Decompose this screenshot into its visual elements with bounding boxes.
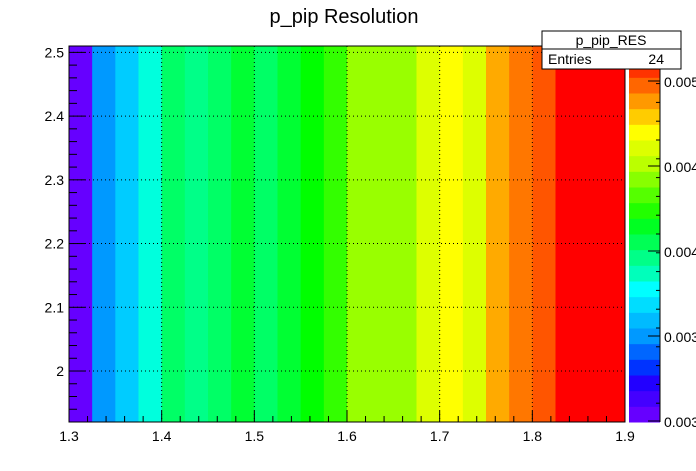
stats-box-frame bbox=[541, 30, 682, 70]
x-tick-label: 1.5 bbox=[245, 428, 265, 444]
heatmap-cell bbox=[184, 46, 209, 422]
palette-swatch bbox=[629, 281, 660, 298]
y-tick-label: 2.5 bbox=[45, 44, 65, 60]
heatmap-cell bbox=[208, 46, 232, 422]
palette-swatch bbox=[629, 359, 660, 376]
palette-swatch bbox=[629, 108, 660, 125]
heatmap-cell bbox=[439, 46, 464, 422]
grid-lines bbox=[69, 46, 625, 422]
x-tick-label: 1.7 bbox=[430, 428, 450, 444]
y-tick-label: 2.3 bbox=[45, 172, 65, 188]
heatmap-cell bbox=[555, 46, 626, 422]
heatmap-cell bbox=[462, 46, 487, 422]
x-tick-label: 1.9 bbox=[615, 428, 635, 444]
palette-swatch bbox=[629, 77, 660, 94]
heatmap-cell bbox=[323, 46, 348, 422]
stats-box-name: p_pip_RES bbox=[576, 32, 647, 48]
palette-swatch bbox=[629, 187, 660, 204]
palette-swatch bbox=[629, 234, 660, 251]
palette-swatch bbox=[629, 140, 660, 157]
palette-swatch bbox=[629, 155, 660, 172]
heatmap-cell bbox=[138, 46, 163, 422]
y-tick-label: 2 bbox=[56, 363, 64, 379]
x-tick-label: 1.8 bbox=[523, 428, 543, 444]
stats-entries-label: Entries bbox=[548, 51, 592, 67]
palette-swatch bbox=[629, 328, 660, 345]
palette-swatch bbox=[629, 312, 660, 329]
z-axis: 0.003 0.003 0.004 0.004 0.005 bbox=[648, 45, 696, 430]
palette-swatch bbox=[629, 124, 660, 141]
y-axis: 2 2.1 2.2 2.3 2.4 2.5 bbox=[45, 44, 85, 423]
heatmap-cell bbox=[532, 46, 556, 422]
y-tick-label: 2.4 bbox=[45, 108, 65, 124]
z-tick-label: 0.003 bbox=[664, 414, 696, 430]
y-tick-label: 2.2 bbox=[45, 236, 65, 252]
heatmap-cell bbox=[277, 46, 302, 422]
heatmap-cell bbox=[92, 46, 116, 422]
palette-swatch bbox=[629, 296, 660, 313]
color-palette bbox=[629, 46, 660, 423]
z-tick-label: 0.004 bbox=[664, 244, 696, 260]
heatmap-cells bbox=[69, 46, 626, 422]
palette-swatch bbox=[629, 406, 660, 423]
stats-entries-value: 24 bbox=[648, 51, 664, 67]
palette-swatch bbox=[629, 249, 660, 266]
palette-swatch bbox=[629, 390, 660, 407]
palette-swatch bbox=[629, 202, 660, 219]
z-tick-label: 0.003 bbox=[664, 329, 696, 345]
z-tick-label: 0.004 bbox=[664, 159, 696, 175]
heatmap-cell bbox=[486, 46, 510, 422]
palette-swatch bbox=[629, 343, 660, 360]
heatmap-cell bbox=[254, 46, 278, 422]
chart-title: p_pip Resolution bbox=[270, 6, 419, 28]
x-tick-label: 1.4 bbox=[152, 428, 172, 444]
heatmap-cell bbox=[416, 46, 441, 422]
x-tick-label: 1.6 bbox=[337, 428, 357, 444]
heatmap-cell bbox=[231, 46, 255, 422]
heatmap-cell bbox=[509, 46, 533, 422]
x-axis: 1.3 1.4 1.5 1.6 1.7 1.8 1.9 bbox=[59, 411, 635, 444]
palette-swatch bbox=[629, 171, 660, 188]
palette-swatch bbox=[629, 218, 660, 235]
heatmap-cell bbox=[300, 46, 325, 422]
palette-swatch bbox=[629, 375, 660, 392]
y-tick-label: 2.1 bbox=[45, 299, 65, 315]
heatmap-cell bbox=[69, 46, 93, 422]
x-tick-label: 1.3 bbox=[59, 428, 79, 444]
palette-swatch bbox=[629, 265, 660, 282]
heatmap-cell bbox=[115, 46, 139, 422]
stats-box: p_pip_RES Entries 24 bbox=[541, 30, 682, 70]
heatmap-cell bbox=[161, 46, 186, 422]
heatmap-cell bbox=[347, 46, 417, 422]
palette-swatch bbox=[629, 93, 660, 110]
z-tick-label: 0.005 bbox=[664, 74, 696, 90]
